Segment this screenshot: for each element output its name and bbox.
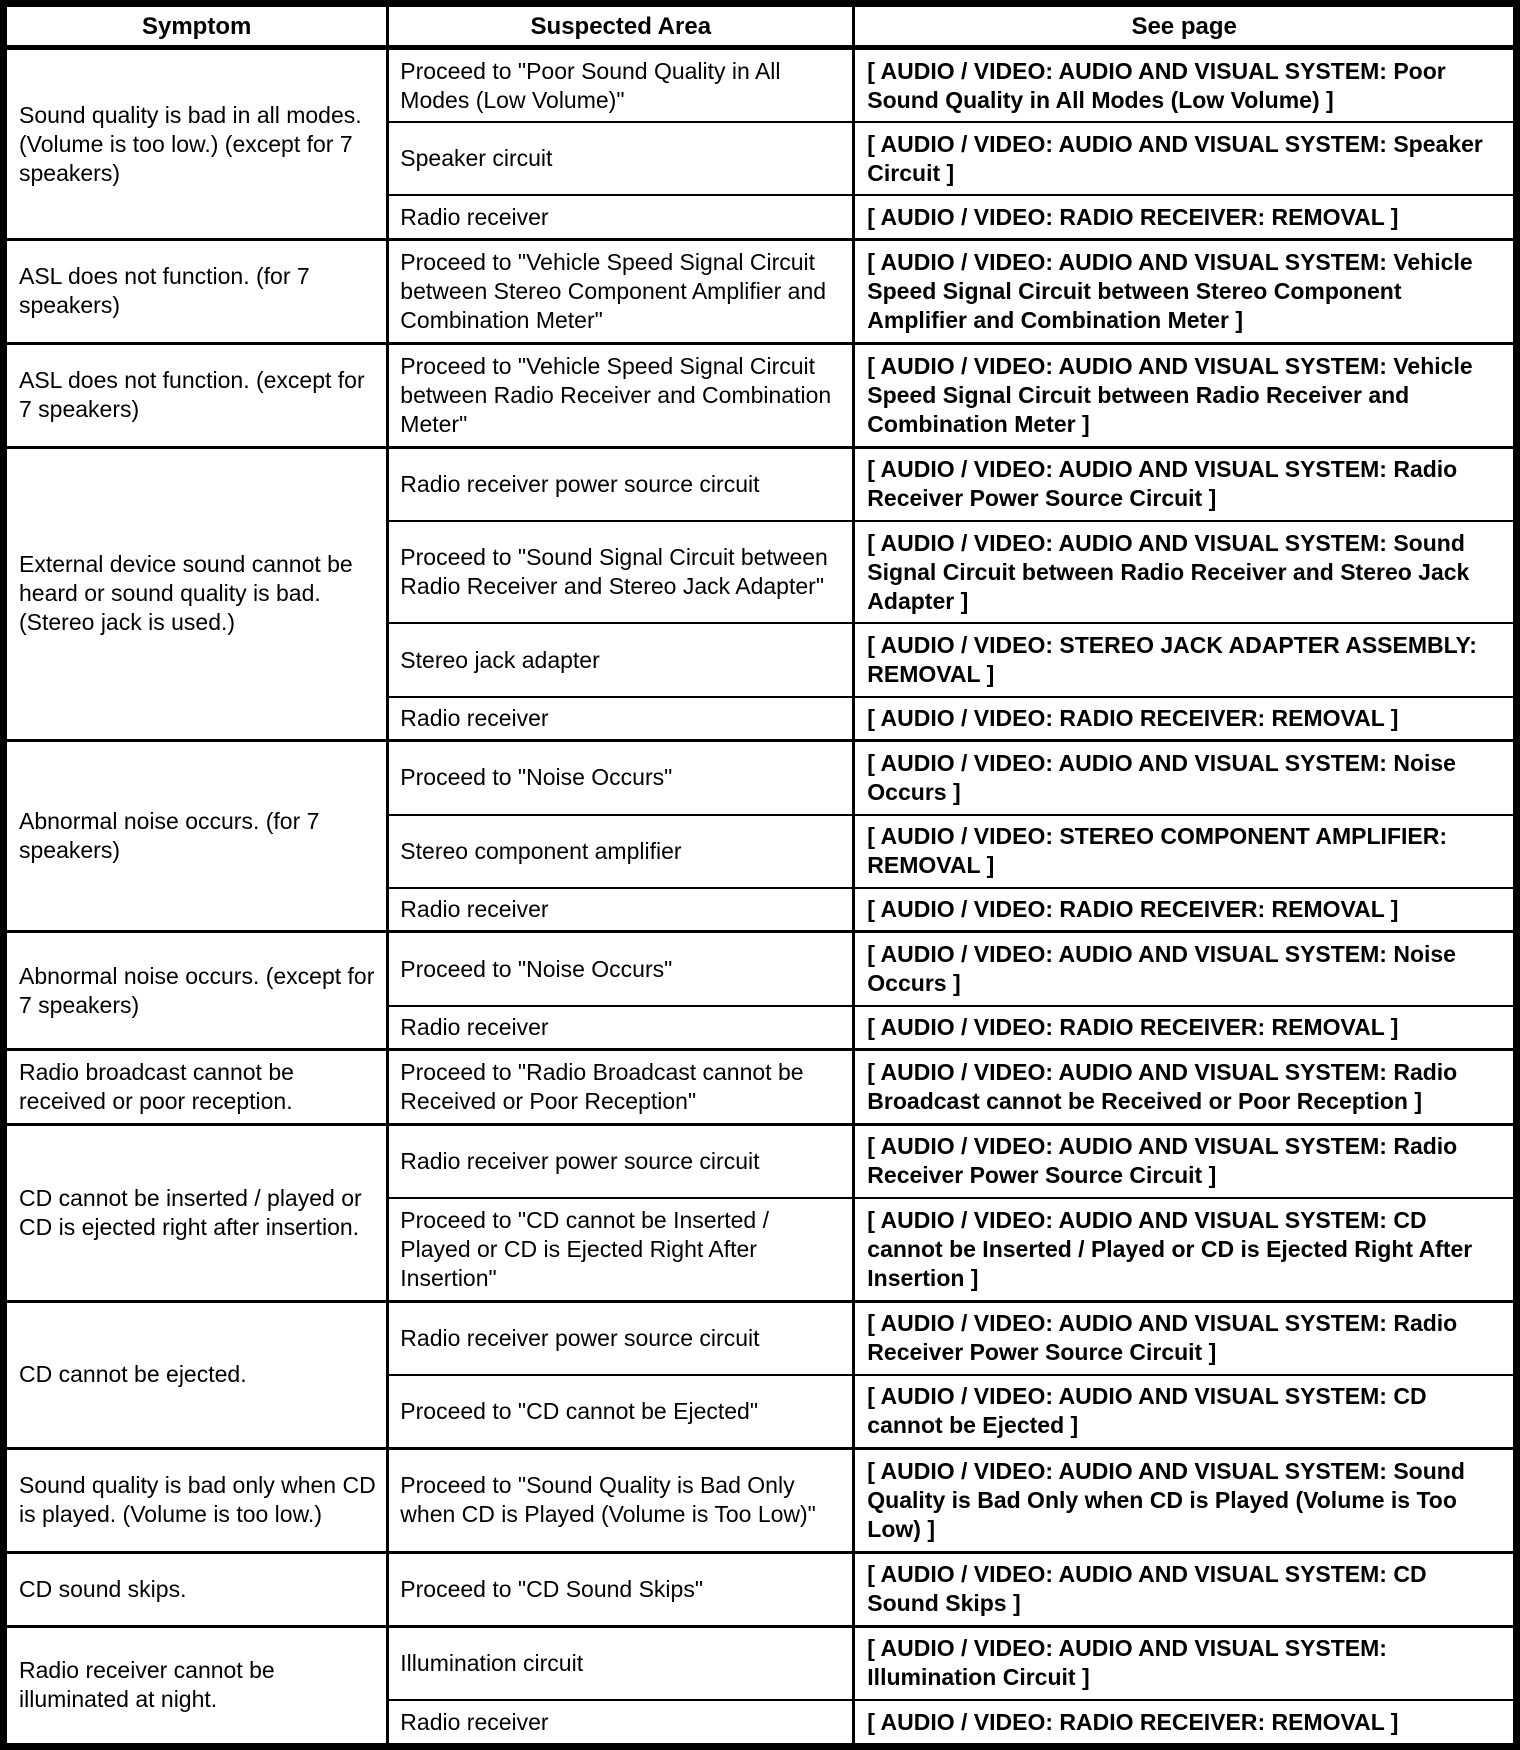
symptom-cell: Sound quality is bad only when CD is pla… — [1, 1446, 388, 1553]
suspected-area-cell: Proceed to "Poor Sound Quality in All Mo… — [386, 46, 854, 123]
suspected-area-cell: Proceed to "CD cannot be Ejected" — [386, 1373, 854, 1449]
see-page-reference[interactable]: [ AUDIO / VIDEO: STEREO JACK ADAPTER ASS… — [852, 622, 1517, 697]
suspected-area-cell: Proceed to "Radio Broadcast cannot be Re… — [386, 1048, 854, 1125]
suspected-area-cell: Stereo component amplifier — [386, 813, 854, 888]
table-row: ASL does not function. (except for 7 spe… — [1, 341, 1517, 448]
symptom-cell: CD sound skips. — [1, 1550, 388, 1627]
table-row: Speaker circuit[ AUDIO / VIDEO: AUDIO AN… — [4, 121, 1517, 196]
table-row: ASL does not function. (for 7 speakers) P… — [1, 238, 1517, 344]
suspected-area-cell: Radio receiver — [386, 1699, 854, 1747]
table-row: Radio broadcast cannot be received or po… — [1, 1048, 1517, 1125]
table-row: Radio receiver[ AUDIO / VIDEO: RADIO REC… — [4, 1699, 1517, 1747]
symptom-cell: Abnormal noise occurs. (except for 7 spe… — [1, 930, 388, 1050]
table-row: Radio receiver[ AUDIO / VIDEO: RADIO REC… — [4, 1004, 1517, 1050]
see-page-reference[interactable]: [ AUDIO / VIDEO: AUDIO AND VISUAL SYSTEM… — [852, 1550, 1517, 1627]
symptom-cell: CD cannot be ejected. — [1, 1299, 388, 1449]
suspected-area-cell: Speaker circuit — [386, 121, 854, 196]
suspected-area-cell: Radio receiver — [386, 1004, 854, 1050]
symptom-cell: CD cannot be inserted / played or CD is … — [1, 1122, 388, 1302]
symptom-cell: Abnormal noise occurs. (for 7 speakers) — [1, 739, 388, 932]
see-page-reference[interactable]: [ AUDIO / VIDEO: AUDIO AND VISUAL SYSTEM… — [852, 1196, 1517, 1302]
suspected-area-cell: Radio receiver — [386, 194, 854, 240]
table-row: Radio receiver cannot be illuminated at … — [1, 1624, 1517, 1747]
suspected-area-cell: Stereo jack adapter — [386, 622, 854, 697]
suspected-area-cell: Proceed to "CD Sound Skips" — [386, 1550, 854, 1627]
see-page-reference[interactable]: [ AUDIO / VIDEO: AUDIO AND VISUAL SYSTEM… — [852, 1299, 1517, 1375]
suspected-area-cell: Proceed to "Sound Signal Circuit between… — [386, 519, 854, 624]
column-header-suspected-area: Suspected Area — [386, 3, 854, 50]
suspected-area-cell: Illumination circuit — [386, 1624, 854, 1701]
column-header-see-page: See page — [852, 3, 1517, 50]
table-row: Stereo component amplifier[ AUDIO / VIDE… — [4, 813, 1517, 888]
see-page-reference[interactable]: [ AUDIO / VIDEO: AUDIO AND VISUAL SYSTEM… — [852, 1048, 1517, 1125]
see-page-reference[interactable]: [ AUDIO / VIDEO: RADIO RECEIVER: REMOVAL… — [852, 1004, 1517, 1050]
table-row: Proceed to "CD cannot be Ejected"[ AUDIO… — [4, 1373, 1517, 1449]
table-body: Sound quality is bad in all modes. (Volu… — [1, 45, 1517, 1747]
see-page-reference[interactable]: [ AUDIO / VIDEO: AUDIO AND VISUAL SYSTEM… — [852, 46, 1517, 123]
table-row: CD cannot be ejected. Radio receiver powe… — [1, 1299, 1517, 1449]
suspected-area-cell: Radio receiver — [386, 886, 854, 932]
see-page-reference[interactable]: [ AUDIO / VIDEO: AUDIO AND VISUAL SYSTEM… — [852, 1373, 1517, 1449]
suspected-area-cell: Proceed to "Sound Quality is Bad Only wh… — [386, 1446, 854, 1553]
table-row: CD cannot be inserted / played or CD is … — [1, 1122, 1517, 1302]
table-row: Stereo jack adapter[ AUDIO / VIDEO: STER… — [4, 622, 1517, 697]
table-row: Sound quality is bad only when CD is pla… — [1, 1446, 1517, 1553]
see-page-reference[interactable]: [ AUDIO / VIDEO: AUDIO AND VISUAL SYSTEM… — [852, 238, 1517, 344]
header-row: Symptom Suspected Area See page — [1, 3, 1517, 50]
table-row: CD sound skips. Proceed to "CD Sound Skip… — [1, 1550, 1517, 1627]
table-row: Abnormal noise occurs. (for 7 speakers) P… — [1, 739, 1517, 932]
symptom-cell: Radio receiver cannot be illuminated at … — [1, 1624, 388, 1747]
see-page-reference[interactable]: [ AUDIO / VIDEO: RADIO RECEIVER: REMOVAL… — [852, 886, 1517, 932]
see-page-reference[interactable]: [ AUDIO / VIDEO: AUDIO AND VISUAL SYSTEM… — [852, 519, 1517, 624]
see-page-reference[interactable]: [ AUDIO / VIDEO: AUDIO AND VISUAL SYSTEM… — [852, 341, 1517, 448]
suspected-area-cell: Proceed to "Vehicle Speed Signal Circuit… — [386, 238, 854, 344]
see-page-reference[interactable]: [ AUDIO / VIDEO: AUDIO AND VISUAL SYSTEM… — [852, 445, 1517, 521]
suspected-area-cell: Proceed to "CD cannot be Inserted / Play… — [386, 1196, 854, 1302]
table-row: Proceed to "CD cannot be Inserted / Play… — [4, 1196, 1517, 1302]
table-row: Proceed to "Sound Signal Circuit between… — [4, 519, 1517, 624]
table-row: Radio receiver[ AUDIO / VIDEO: RADIO REC… — [4, 886, 1517, 932]
see-page-reference[interactable]: [ AUDIO / VIDEO: AUDIO AND VISUAL SYSTEM… — [852, 121, 1517, 196]
see-page-reference[interactable]: [ AUDIO / VIDEO: AUDIO AND VISUAL SYSTEM… — [852, 739, 1517, 815]
symptom-cell: Sound quality is bad in all modes. (Volu… — [1, 45, 388, 240]
suspected-area-cell: Radio receiver power source circuit — [386, 1299, 854, 1375]
column-header-symptom: Symptom — [1, 3, 388, 50]
see-page-reference[interactable]: [ AUDIO / VIDEO: RADIO RECEIVER: REMOVAL… — [852, 695, 1517, 741]
table-row: Radio receiver[ AUDIO / VIDEO: RADIO REC… — [4, 695, 1517, 741]
suspected-area-cell: Proceed to "Noise Occurs" — [386, 930, 854, 1006]
symptom-cell: External device sound cannot be heard or… — [1, 445, 388, 741]
see-page-reference[interactable]: [ AUDIO / VIDEO: AUDIO AND VISUAL SYSTEM… — [852, 1446, 1517, 1553]
suspected-area-cell: Proceed to "Noise Occurs" — [386, 739, 854, 815]
see-page-reference[interactable]: [ AUDIO / VIDEO: AUDIO AND VISUAL SYSTEM… — [852, 930, 1517, 1006]
see-page-reference[interactable]: [ AUDIO / VIDEO: AUDIO AND VISUAL SYSTEM… — [852, 1624, 1517, 1701]
suspected-area-cell: Radio receiver power source circuit — [386, 1122, 854, 1198]
symptom-cell: ASL does not function. (except for 7 spe… — [1, 341, 388, 448]
suspected-area-cell: Radio receiver — [386, 695, 854, 741]
see-page-reference[interactable]: [ AUDIO / VIDEO: RADIO RECEIVER: REMOVAL… — [852, 194, 1517, 240]
table-row: Radio receiver[ AUDIO / VIDEO: RADIO REC… — [4, 194, 1517, 240]
symptom-cell: ASL does not function. (for 7 speakers) — [1, 238, 388, 344]
table-row: External device sound cannot be heard or… — [1, 445, 1517, 741]
suspected-area-cell: Radio receiver power source circuit — [386, 445, 854, 521]
table-row: Abnormal noise occurs. (except for 7 spe… — [1, 930, 1517, 1050]
table-row: Sound quality is bad in all modes. (Volu… — [1, 45, 1517, 240]
see-page-reference[interactable]: [ AUDIO / VIDEO: STEREO COMPONENT AMPLIF… — [852, 813, 1517, 888]
see-page-reference[interactable]: [ AUDIO / VIDEO: RADIO RECEIVER: REMOVAL… — [852, 1699, 1517, 1747]
suspected-area-cell: Proceed to "Vehicle Speed Signal Circuit… — [386, 341, 854, 448]
see-page-reference[interactable]: [ AUDIO / VIDEO: AUDIO AND VISUAL SYSTEM… — [852, 1122, 1517, 1198]
symptom-cell: Radio broadcast cannot be received or po… — [1, 1048, 388, 1125]
